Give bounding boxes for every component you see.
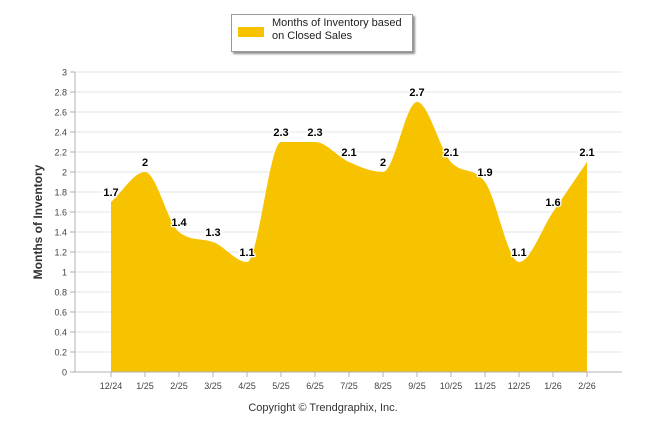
data-labels: 1.7 2 1.4 1.3 1.1 2.3 2.3 2.1 2 2.7 2.1 1.9 1.1 1.6 2.… bbox=[102, 86, 596, 261]
legend[interactable]: Months of Inventory based on Closed Sale… bbox=[231, 14, 413, 52]
x-tick-label: 1/25 bbox=[136, 381, 154, 391]
data-label: 1.7 bbox=[103, 187, 118, 199]
y-tick-label: 0.8 bbox=[54, 288, 67, 298]
y-tick-label: 1 bbox=[62, 268, 67, 278]
y-tick-label: 2.6 bbox=[54, 108, 67, 118]
data-label: 2.7 bbox=[409, 87, 424, 99]
data-label: 2 bbox=[142, 157, 148, 169]
y-tick-label: 2.8 bbox=[54, 88, 67, 98]
y-tick-label: 1.8 bbox=[54, 188, 67, 198]
data-label: 2.3 bbox=[273, 127, 288, 139]
data-label: 1.6 bbox=[545, 197, 560, 209]
x-tick-label: 2/25 bbox=[170, 381, 188, 391]
y-tick-label: 2.4 bbox=[54, 128, 67, 138]
y-axis-title: Months of Inventory bbox=[31, 164, 45, 280]
x-tick-label: 4/25 bbox=[238, 381, 256, 391]
data-label: 1.1 bbox=[511, 247, 526, 259]
data-label: 1.9 bbox=[477, 167, 492, 179]
legend-label: Months of Inventory based on Closed Sale… bbox=[272, 17, 402, 42]
x-tick-label: 12/24 bbox=[100, 381, 123, 391]
x-tick-label: 11/25 bbox=[474, 381, 496, 391]
x-tick-label: 8/25 bbox=[374, 381, 392, 391]
copyright-text: Copyright © Trendgraphix, Inc. bbox=[248, 402, 398, 414]
y-tick-label: 2.2 bbox=[54, 148, 67, 158]
x-tick-label: 10/25 bbox=[440, 381, 463, 391]
data-label: 1.1 bbox=[239, 247, 254, 259]
x-tick-label: 12/25 bbox=[508, 381, 531, 391]
area-fill bbox=[111, 102, 587, 372]
y-tick-label: 1.6 bbox=[54, 208, 67, 218]
data-label: 2.1 bbox=[443, 147, 458, 159]
data-label: 1.3 bbox=[205, 227, 220, 239]
data-label: 2.1 bbox=[341, 147, 356, 159]
y-tick-label: 0.2 bbox=[54, 348, 67, 358]
x-tick-label: 5/25 bbox=[272, 381, 290, 391]
axes: 0 0.2 0.4 0.6 0.8 1 1.2 1.4 1.6 1.8 2 2.2 2.4 2.6 2.8 3… bbox=[54, 68, 622, 391]
y-tick-label: 2 bbox=[62, 168, 67, 178]
y-tick-label: 0.6 bbox=[54, 308, 67, 318]
x-tick-label: 7/25 bbox=[340, 381, 358, 391]
data-label: 2.3 bbox=[307, 127, 322, 139]
x-tick-label: 2/26 bbox=[578, 381, 596, 391]
y-tick-label: 0.4 bbox=[54, 328, 67, 338]
legend-swatch bbox=[238, 27, 264, 37]
x-tick-label: 6/25 bbox=[306, 381, 324, 391]
y-tick-label: 1.2 bbox=[54, 248, 67, 258]
x-tick-label: 3/25 bbox=[204, 381, 222, 391]
x-tick-label: 9/25 bbox=[408, 381, 426, 391]
y-tick-label: 1.4 bbox=[54, 228, 67, 238]
area-series bbox=[111, 102, 587, 372]
data-label: 1.4 bbox=[171, 217, 187, 229]
y-tick-label: 0 bbox=[62, 368, 67, 378]
x-tick-label: 1/26 bbox=[544, 381, 562, 391]
data-label: 2 bbox=[380, 157, 386, 169]
y-tick-label: 3 bbox=[62, 68, 67, 78]
data-label: 2.1 bbox=[579, 147, 594, 159]
